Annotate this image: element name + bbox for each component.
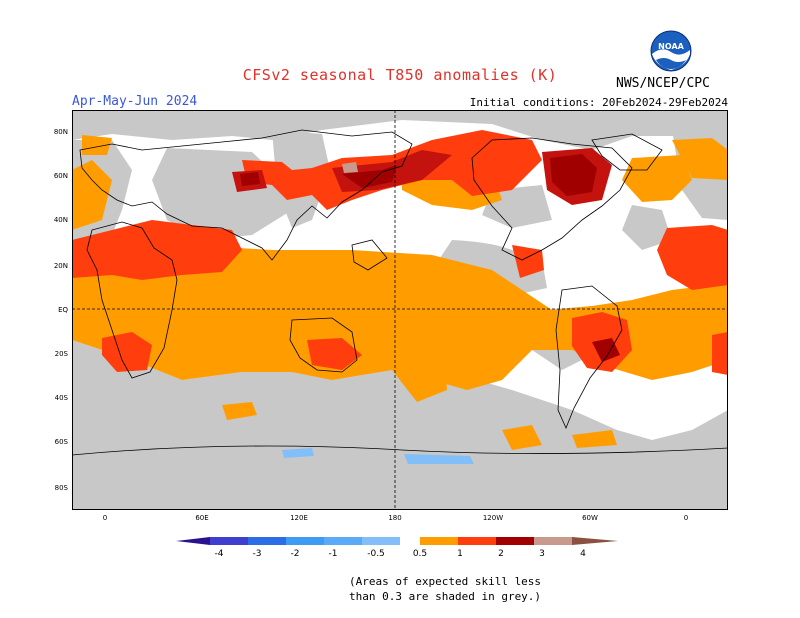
- lon-label: 0: [103, 514, 107, 522]
- colorbar-label: 3: [539, 549, 545, 559]
- colorbar-label: 2: [498, 549, 504, 559]
- lon-label: 60E: [195, 514, 208, 522]
- lat-label: 20S: [55, 350, 69, 358]
- colorbar-swatch: [248, 537, 286, 545]
- logo-text: NOAA: [658, 42, 684, 51]
- lat-label: 20N: [54, 262, 68, 270]
- lat-label: 80N: [54, 128, 68, 136]
- skill-footnote-line1: (Areas of expected skill less: [349, 575, 542, 588]
- colorbar-swatch: [400, 537, 420, 545]
- lon-label: 120E: [290, 514, 308, 522]
- lat-label: 80S: [55, 484, 69, 492]
- lat-label: 60N: [54, 172, 68, 180]
- lon-label: 180: [388, 514, 401, 522]
- colorbar-arrow-low: [176, 537, 210, 545]
- lon-label: 0: [684, 514, 688, 522]
- colorbar-swatch: [324, 537, 362, 545]
- colorbar-swatch: [420, 537, 458, 545]
- lat-label: 40S: [55, 394, 69, 402]
- initial-conditions-label: Initial conditions: 20Feb2024-29Feb2024: [469, 96, 728, 109]
- lat-label: 40N: [54, 216, 68, 224]
- noaa-logo: NOAA: [650, 30, 692, 72]
- colorbar-legend: -4 -3 -2 -1 -0.5 0.5 1 2 3 4: [176, 537, 618, 559]
- colorbar-label: 0.5: [413, 549, 427, 559]
- season-label: Apr-May-Jun 2024: [72, 94, 198, 109]
- colorbar-swatch: [286, 537, 324, 545]
- coastlines: [72, 129, 728, 456]
- anomaly-3-4: [240, 154, 620, 362]
- longitude-labels: 0 60E 120E 180 120W 60W 0: [103, 514, 688, 522]
- colorbar-label: 4: [580, 549, 586, 559]
- anomaly-negative: [282, 448, 474, 464]
- map-frame: [72, 110, 728, 510]
- colorbar-label: 1: [457, 549, 463, 559]
- latitude-labels: 80N 60N 40N 20N EQ 20S 40S 60S 80S: [54, 128, 69, 492]
- lat-label: EQ: [58, 306, 68, 314]
- colorbar-label: -0.5: [367, 549, 385, 559]
- colorbar-swatch: [210, 537, 248, 545]
- colorbar-label: -2: [291, 549, 300, 559]
- chart-title: CFSv2 seasonal T850 anomalies (K): [242, 66, 558, 84]
- lon-label: 120W: [483, 514, 503, 522]
- lon-label: 60W: [582, 514, 598, 522]
- colorbar-label: -4: [215, 549, 224, 559]
- colorbar-swatch: [458, 537, 496, 545]
- anomaly-4-5: [342, 162, 358, 173]
- colorbar-arrow-high: [572, 537, 618, 545]
- colorbar-swatch: [534, 537, 572, 545]
- colorbar-swatch: [362, 537, 400, 545]
- skill-footnote-line2: than 0.3 are shaded in grey.): [349, 590, 542, 603]
- agency-label: NWS/NCEP/CPC: [616, 76, 710, 91]
- anomaly-map: [72, 110, 728, 510]
- lat-label: 60S: [55, 438, 69, 446]
- colorbar-label: -3: [253, 549, 262, 559]
- colorbar-label: -1: [329, 549, 338, 559]
- colorbar-swatch: [496, 537, 534, 545]
- anomaly-05-1: [72, 135, 728, 450]
